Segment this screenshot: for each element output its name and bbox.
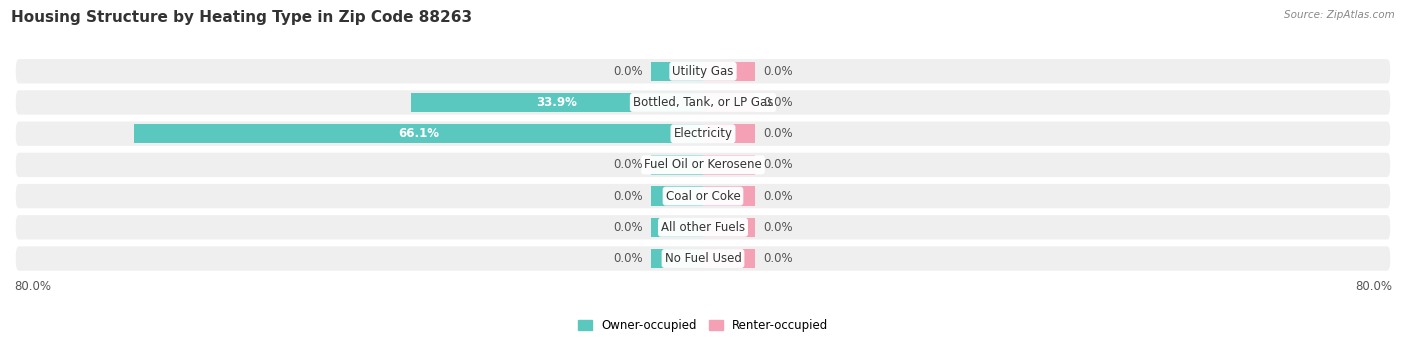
Text: Source: ZipAtlas.com: Source: ZipAtlas.com <box>1284 10 1395 20</box>
FancyBboxPatch shape <box>15 153 1391 177</box>
Text: No Fuel Used: No Fuel Used <box>665 252 741 265</box>
Bar <box>411 93 703 112</box>
Text: Housing Structure by Heating Type in Zip Code 88263: Housing Structure by Heating Type in Zip… <box>11 10 472 25</box>
Bar <box>703 62 755 81</box>
Text: Fuel Oil or Kerosene: Fuel Oil or Kerosene <box>644 158 762 171</box>
Text: Electricity: Electricity <box>673 127 733 140</box>
Bar <box>703 218 755 237</box>
Text: 0.0%: 0.0% <box>763 65 793 78</box>
Text: 0.0%: 0.0% <box>613 158 643 171</box>
FancyBboxPatch shape <box>15 215 1391 239</box>
Text: 66.1%: 66.1% <box>398 127 439 140</box>
Bar <box>651 218 703 237</box>
Bar <box>651 249 703 268</box>
Bar <box>703 186 755 206</box>
Text: 80.0%: 80.0% <box>14 280 51 293</box>
Text: 0.0%: 0.0% <box>763 127 793 140</box>
FancyBboxPatch shape <box>15 90 1391 115</box>
Bar <box>703 155 755 174</box>
Text: 0.0%: 0.0% <box>763 252 793 265</box>
Bar <box>134 124 703 143</box>
Text: 0.0%: 0.0% <box>763 96 793 109</box>
Bar <box>703 93 755 112</box>
Text: 0.0%: 0.0% <box>763 190 793 203</box>
Bar <box>703 124 755 143</box>
Text: All other Fuels: All other Fuels <box>661 221 745 234</box>
Bar <box>651 62 703 81</box>
FancyBboxPatch shape <box>15 59 1391 83</box>
Text: 0.0%: 0.0% <box>613 252 643 265</box>
Text: 80.0%: 80.0% <box>1355 280 1392 293</box>
Text: 0.0%: 0.0% <box>763 158 793 171</box>
Bar <box>651 155 703 174</box>
Text: 0.0%: 0.0% <box>613 221 643 234</box>
Bar <box>651 186 703 206</box>
Text: Bottled, Tank, or LP Gas: Bottled, Tank, or LP Gas <box>633 96 773 109</box>
Text: Utility Gas: Utility Gas <box>672 65 734 78</box>
Legend: Owner-occupied, Renter-occupied: Owner-occupied, Renter-occupied <box>572 314 834 337</box>
FancyBboxPatch shape <box>15 184 1391 208</box>
Text: 0.0%: 0.0% <box>613 65 643 78</box>
Text: Coal or Coke: Coal or Coke <box>665 190 741 203</box>
Bar <box>703 249 755 268</box>
FancyBboxPatch shape <box>15 121 1391 146</box>
Text: 0.0%: 0.0% <box>613 190 643 203</box>
Text: 0.0%: 0.0% <box>763 221 793 234</box>
FancyBboxPatch shape <box>15 246 1391 271</box>
Text: 33.9%: 33.9% <box>537 96 578 109</box>
